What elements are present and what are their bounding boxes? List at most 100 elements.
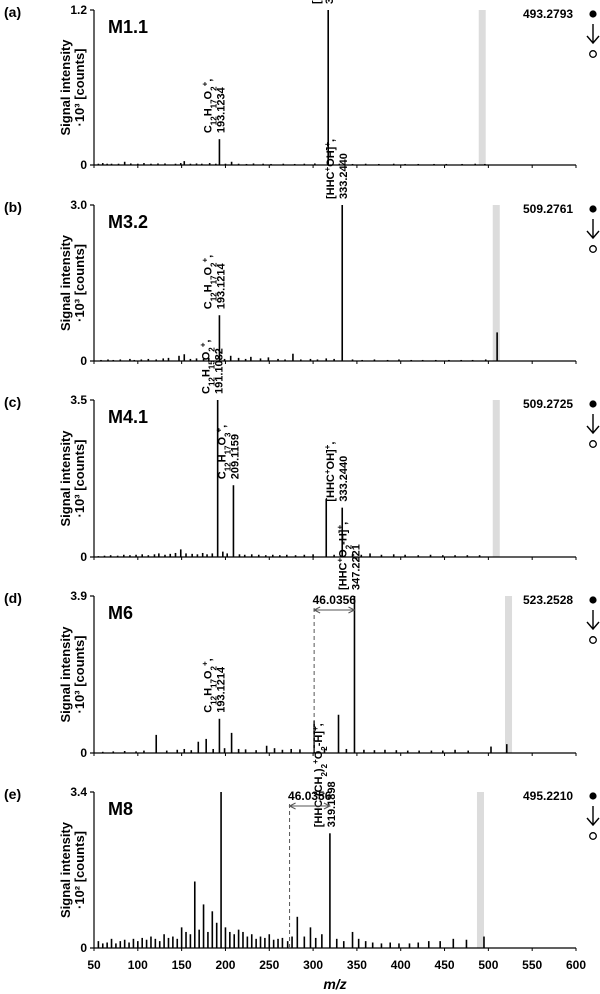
peak-annotation-formula: C12H17O2+, bbox=[200, 255, 218, 309]
peak-annotation-mz: 347.2221 bbox=[350, 544, 362, 590]
peak-annotation-formula: [HHC+O2-H]+, bbox=[335, 522, 353, 590]
fragmentation-arrowhead bbox=[586, 621, 600, 631]
y-tick-label: 0 bbox=[80, 550, 87, 564]
panel-letter: (b) bbox=[4, 199, 22, 215]
panel-letter: (e) bbox=[4, 786, 21, 802]
peak-annotation-mz: 193.1214 bbox=[215, 666, 227, 713]
fragment-open-circle bbox=[589, 440, 597, 448]
y-tick-label: 0 bbox=[80, 158, 87, 172]
panel-title: M1.1 bbox=[108, 17, 148, 37]
precursor-mz-label: 509.2725 bbox=[523, 397, 573, 411]
precursor-band bbox=[476, 792, 484, 948]
y-axis-label: Signal intensity bbox=[58, 234, 73, 331]
peak-annotation-formula: C12H17O2+, bbox=[200, 79, 218, 133]
y-axis-label: Signal intensity bbox=[58, 39, 73, 136]
neutral-loss-arrowhead-right bbox=[323, 802, 332, 810]
y-tick-label: 3.0 bbox=[70, 198, 87, 212]
peak-annotation-mz: 333.2440 bbox=[338, 153, 350, 199]
precursor-band bbox=[478, 10, 486, 165]
precursor-mz-label: 509.2761 bbox=[523, 202, 573, 216]
fragment-open-circle bbox=[589, 50, 597, 58]
precursor-mz-label: 493.2793 bbox=[523, 7, 573, 21]
peak-annotation-formula: [HHC+OH]+, bbox=[323, 442, 338, 502]
peak-annotation-mz: 333.2440 bbox=[338, 456, 350, 502]
peak-annotation-formula: C12H17O3+, bbox=[214, 425, 232, 479]
precursor-filled-circle bbox=[589, 596, 597, 604]
spectrum-panel: 1.2 0 (a) M1.1 Signal intensity ·10³ [counts]… bbox=[4, 0, 600, 172]
neutral-loss-label: 46.0356 bbox=[288, 789, 332, 803]
spectrum-panel: 3.9 0 (d) M6 Signal intensity ·10³ [counts] 52… bbox=[4, 522, 600, 760]
precursor-mz-label: 495.2210 bbox=[523, 789, 573, 803]
y-axis-units: ·10³ [counts] bbox=[72, 49, 87, 127]
y-axis-label: Signal intensity bbox=[58, 626, 73, 723]
peak-annotation-formula: C12H17O2+, bbox=[200, 658, 218, 712]
x-tick-label: 600 bbox=[566, 958, 586, 972]
fragmentation-arrowhead bbox=[586, 35, 600, 45]
fragmentation-arrowhead bbox=[586, 425, 600, 435]
panel-letter: (a) bbox=[4, 4, 21, 20]
spectrum-panel: 3.5 0 (c) M4.1 Signal intensity ·10³ [counts]… bbox=[4, 340, 600, 564]
neutral-loss-arrowhead-right bbox=[348, 606, 356, 614]
y-tick-label: 1.2 bbox=[70, 3, 87, 17]
fragmentation-arrowhead bbox=[586, 817, 600, 827]
y-tick-label: 3.9 bbox=[70, 589, 87, 603]
y-tick-label: 0 bbox=[80, 941, 87, 955]
panel-title: M8 bbox=[108, 799, 133, 819]
peak-annotation-mz: 209.1159 bbox=[229, 434, 241, 479]
spectrum-panel: 3.0 0 (b) M3.2 Signal intensity ·10³ [counts]… bbox=[4, 139, 600, 368]
y-axis-label: Signal intensity bbox=[58, 821, 73, 918]
peak-annotation-formula: [HHC+H]+, bbox=[309, 0, 324, 4]
y-axis-label: Signal intensity bbox=[58, 430, 73, 527]
x-tick-label: 350 bbox=[347, 958, 367, 972]
x-tick-label: 50 bbox=[87, 958, 101, 972]
y-axis-units: ·10³ [counts] bbox=[72, 440, 87, 518]
precursor-band bbox=[492, 400, 500, 557]
x-tick-label: 500 bbox=[478, 958, 498, 972]
x-tick-label: 200 bbox=[215, 958, 235, 972]
y-tick-label: 3.4 bbox=[70, 785, 87, 799]
y-tick-label: 3.5 bbox=[70, 393, 87, 407]
spectrum-panel: 3.4 0 (e) M8 Signal intensity ·10² [counts] 49… bbox=[4, 723, 600, 955]
peak-annotation-mz: 193.1234 bbox=[215, 86, 227, 133]
peak-annotation-formula: [HHC-(CH2)2+O2-H]+, bbox=[310, 723, 328, 827]
x-tick-label: 300 bbox=[303, 958, 323, 972]
x-tick-label: 450 bbox=[435, 958, 455, 972]
precursor-mz-label: 523.2528 bbox=[523, 593, 573, 607]
neutral-loss-arrowhead-left bbox=[288, 802, 296, 810]
precursor-filled-circle bbox=[589, 205, 597, 213]
x-tick-label: 100 bbox=[128, 958, 148, 972]
panel-letter: (c) bbox=[4, 394, 21, 410]
fragment-open-circle bbox=[589, 636, 597, 644]
peak-annotation-mz: 319.1898 bbox=[326, 781, 338, 827]
neutral-loss-arrowhead-left bbox=[313, 606, 321, 614]
precursor-filled-circle bbox=[589, 792, 597, 800]
x-axis-label: m/z bbox=[323, 976, 346, 992]
panel-title: M6 bbox=[108, 603, 133, 623]
y-axis-units: ·10³ [counts] bbox=[72, 636, 87, 714]
peak-annotation-mz: 193.1214 bbox=[215, 262, 227, 309]
y-axis-units: ·10² [counts] bbox=[72, 831, 87, 909]
x-tick-label: 250 bbox=[259, 958, 279, 972]
fragment-open-circle bbox=[589, 832, 597, 840]
peak-annotation-mz: 317.2453 bbox=[324, 0, 336, 4]
fragmentation-arrowhead bbox=[586, 230, 600, 240]
peak-annotation-mz: 191.1082 bbox=[214, 348, 226, 394]
precursor-filled-circle bbox=[589, 400, 597, 408]
panel-letter: (d) bbox=[4, 590, 22, 606]
panel-title: M4.1 bbox=[108, 407, 148, 427]
x-tick-label: 150 bbox=[172, 958, 192, 972]
panel-title: M3.2 bbox=[108, 212, 148, 232]
x-tick-label: 400 bbox=[391, 958, 411, 972]
fragment-open-circle bbox=[589, 245, 597, 253]
y-tick-label: 0 bbox=[80, 354, 87, 368]
precursor-band bbox=[505, 596, 513, 753]
peak-annotation-formula: [HHC+OH]+, bbox=[323, 139, 338, 199]
precursor-filled-circle bbox=[589, 10, 597, 18]
x-tick-label: 550 bbox=[522, 958, 542, 972]
peak-annotation-formula: C12H15O2+, bbox=[198, 340, 216, 394]
y-axis-units: ·10³ [counts] bbox=[72, 244, 87, 322]
precursor-band bbox=[492, 205, 500, 361]
neutral-loss-label: 46.0356 bbox=[313, 593, 357, 607]
y-tick-label: 0 bbox=[80, 746, 87, 760]
